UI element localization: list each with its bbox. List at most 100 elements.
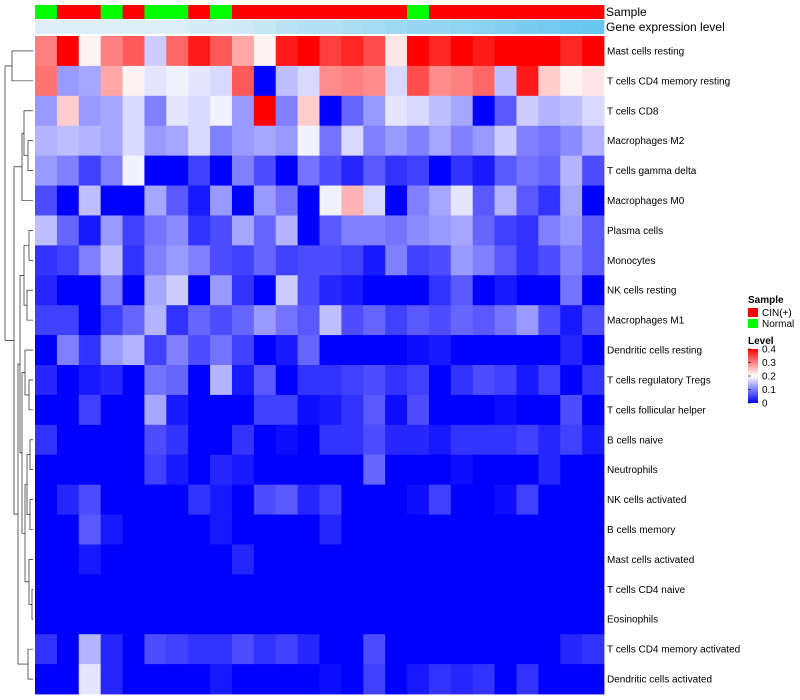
heatmap-cell xyxy=(385,574,408,605)
heatmap-cell xyxy=(428,574,452,605)
heatmap-cell xyxy=(385,604,408,635)
heatmap-cell xyxy=(428,215,452,246)
heatmap-cell xyxy=(56,155,80,186)
heatmap-cell xyxy=(56,275,80,306)
heatmap-cell xyxy=(538,365,561,396)
heatmap-cell xyxy=(297,424,320,456)
row-label: T cells CD4 memory resting xyxy=(607,76,730,87)
heatmap-cell xyxy=(253,664,277,695)
heatmap-cell xyxy=(582,245,605,276)
expression-annotation-cell xyxy=(450,20,474,34)
heatmap-cell xyxy=(472,574,495,605)
sample-annotation-cell xyxy=(582,5,605,19)
heatmap-cell xyxy=(78,185,102,216)
heatmap-cell xyxy=(472,394,495,426)
sample-annotation-cell xyxy=(100,5,123,19)
heatmap-cell xyxy=(188,424,211,456)
heatmap-cell xyxy=(210,185,233,216)
heatmap-cell xyxy=(472,215,495,246)
legend-level-tick-label: 0.4 xyxy=(762,345,776,356)
heatmap-cell xyxy=(450,95,474,127)
heatmap-cell xyxy=(275,484,299,515)
row-label: Monocytes xyxy=(607,256,655,267)
heatmap-cell xyxy=(319,125,342,157)
heatmap-cell xyxy=(253,544,277,575)
heatmap-cell xyxy=(35,544,58,575)
heatmap-cell xyxy=(35,365,58,396)
heatmap-cell xyxy=(582,454,605,486)
heatmap-cell xyxy=(166,574,189,605)
heatmap-cell xyxy=(231,65,255,97)
heatmap-cell xyxy=(582,215,605,246)
heatmap-cell xyxy=(35,125,58,157)
sample-annotation-cell xyxy=(297,5,320,19)
heatmap-cell xyxy=(253,634,277,665)
heatmap-cell xyxy=(363,604,386,635)
sample-annotation-cell xyxy=(494,5,517,19)
heatmap-cell xyxy=(166,335,189,366)
heatmap-cell xyxy=(188,544,211,575)
heatmap-cell xyxy=(188,514,211,545)
heatmap-cell xyxy=(341,95,364,127)
heatmap-cell xyxy=(78,394,102,426)
heatmap-cell xyxy=(516,275,539,306)
heatmap-cell xyxy=(582,305,605,336)
heatmap-cell xyxy=(516,365,539,396)
heatmap-cell xyxy=(582,634,605,665)
expression-annotation-cell xyxy=(582,20,605,34)
heatmap-cell xyxy=(78,454,102,486)
heatmap-cell xyxy=(275,155,299,186)
heatmap-cell xyxy=(253,215,277,246)
row-labels: Mast cells resting T cells CD4 memory res… xyxy=(607,46,740,685)
heatmap-cell xyxy=(166,275,189,306)
heatmap-cell xyxy=(122,185,145,216)
heatmap-cell xyxy=(231,185,255,216)
heatmap-cell xyxy=(494,185,517,216)
heatmap-cell xyxy=(35,36,58,67)
row-label: Macrophages M1 xyxy=(607,316,685,327)
heatmap-cell xyxy=(494,335,517,366)
heatmap-cell xyxy=(78,335,102,366)
heatmap-cell xyxy=(582,275,605,306)
heatmap-cell xyxy=(363,335,386,366)
heatmap-cell xyxy=(275,245,299,276)
heatmap-cell xyxy=(407,424,430,456)
heatmap-cell xyxy=(166,424,189,456)
heatmap-cell xyxy=(385,215,408,246)
heatmap-cell xyxy=(407,305,430,336)
heatmap-cell xyxy=(56,365,80,396)
row-label: Plasma cells xyxy=(607,226,663,237)
sample-annotation-cell xyxy=(188,5,211,19)
heatmap-cell xyxy=(100,245,123,276)
heatmap-cell xyxy=(560,424,583,456)
heatmap-cell xyxy=(188,484,211,515)
heatmap-cell xyxy=(231,365,255,396)
heatmap-cell xyxy=(538,185,561,216)
heatmap-cell xyxy=(516,185,539,216)
heatmap-cell xyxy=(78,95,102,127)
heatmap-cell xyxy=(275,305,299,336)
heatmap-cell xyxy=(35,484,58,515)
heatmap-cell xyxy=(297,574,320,605)
heatmap-cell xyxy=(319,394,342,426)
heatmap-cell xyxy=(319,365,342,396)
expression-annotation-cell xyxy=(319,20,342,34)
heatmap-cell xyxy=(385,245,408,276)
heatmap-cell xyxy=(231,574,255,605)
heatmap-cell xyxy=(210,95,233,127)
expression-annotation-cell xyxy=(122,20,145,34)
heatmap-cell xyxy=(56,454,80,486)
heatmap-cell xyxy=(144,424,167,456)
heatmap-cell xyxy=(210,634,233,665)
heatmap-cell xyxy=(100,634,123,665)
heatmap-cell xyxy=(450,215,474,246)
heatmap-cell xyxy=(188,275,211,306)
heatmap-cell xyxy=(407,65,430,97)
heatmap-cell xyxy=(144,454,167,486)
heatmap-cell xyxy=(450,185,474,216)
heatmap-cell xyxy=(472,305,495,336)
heatmap-cell xyxy=(472,95,495,127)
heatmap-cell xyxy=(341,155,364,186)
heatmap-cell xyxy=(560,514,583,545)
heatmap-cell xyxy=(78,544,102,575)
